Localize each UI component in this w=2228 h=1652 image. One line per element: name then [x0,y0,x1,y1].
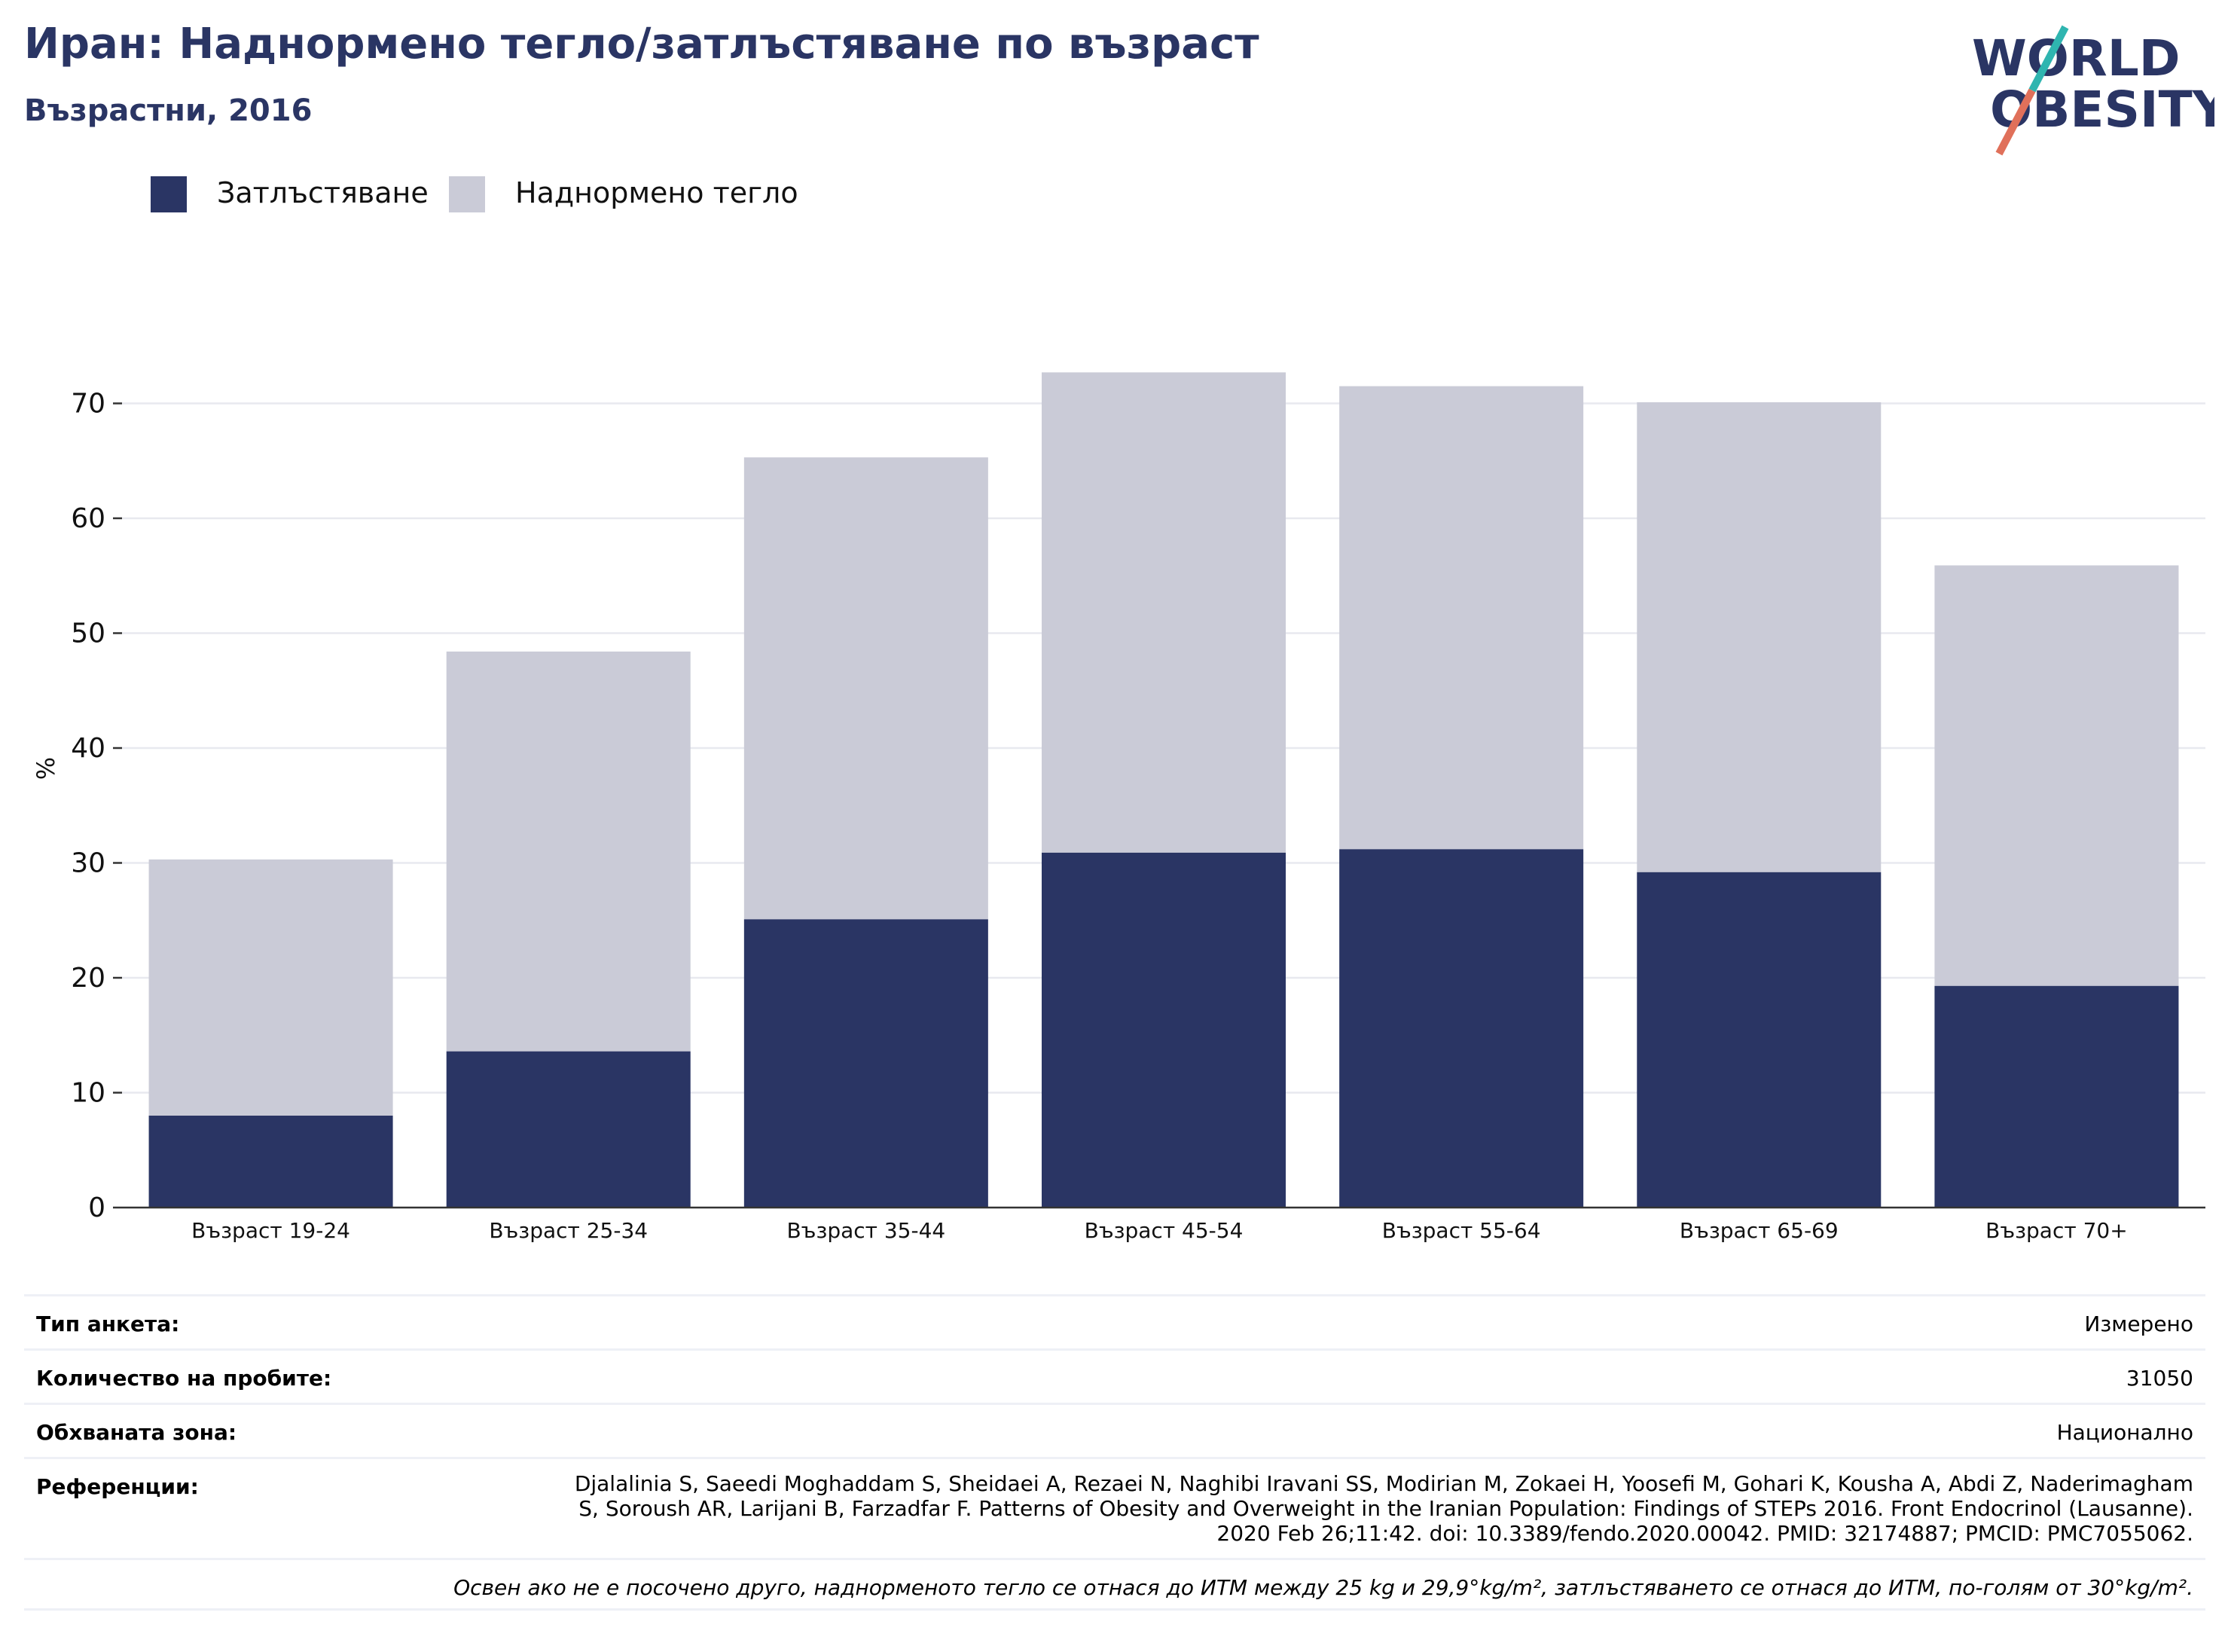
info-label: Тип анкета: [36,1312,180,1336]
x-tick-label: Възраст 45-54 [1085,1218,1244,1243]
info-row-footnote: Освен ако не е посочено друго, наднормен… [24,1558,2205,1611]
info-row-sample-size: Количество на пробите: 31050 [24,1348,2205,1403]
x-tick-label: Възраст 19-24 [191,1218,350,1243]
bar-overweight [1041,372,1286,853]
page-title: Иран: Наднормено тегло/затлъстяване по в… [24,20,1259,69]
bar-obesity [446,1051,691,1208]
references-text: Djalalinia S, Saeedi Moghaddam S, Sheida… [574,1471,2193,1546]
stacked-bar-chart: 0 10 20 30 40 50 60 70 Възраст 19-24 Възраст 25-… [32,372,2205,1243]
y-tick-label: 50 [71,618,105,649]
y-tick-label: 70 [71,389,105,420]
legend-swatch-obesity [151,176,187,212]
bar-obesity [1934,985,2179,1208]
info-label: Количество на пробите: [36,1366,332,1391]
info-row-references: Референции: Djalalinia S, Saeedi Moghadd… [24,1457,2205,1558]
x-tick-label: Възраст 25-34 [489,1218,648,1243]
y-tick-label: 0 [88,1192,105,1223]
info-value: Измерено [2084,1312,2193,1336]
bar-overweight [1339,386,1584,850]
x-tick-label: Възраст 65-69 [1680,1218,1839,1243]
info-label: Обхваната зона: [36,1420,237,1445]
bar-overweight [148,859,393,1116]
bar-overweight [446,651,691,1052]
bar-overweight [1934,565,2179,986]
y-tick-label: 40 [71,733,105,764]
info-table: Тип анкета: Измерено Количество на проби… [24,1294,2205,1611]
logo-slash-bottom [1995,88,2036,156]
legend-swatch-overweight [449,176,485,212]
y-tick-label: 20 [71,963,105,994]
legend-label-obesity: Затлъстяване [217,176,429,209]
bar-obesity [1041,852,1286,1208]
y-tick-label: 10 [71,1078,105,1109]
y-tick-label: 30 [71,848,105,879]
bar-obesity [1637,872,1882,1208]
logo-line1: WORLD [1972,29,2181,87]
x-axis-labels: Възраст 19-24 Възраст 25-34 Възраст 35-44 В… [191,1218,2128,1243]
logo-line2: OBESITY [1990,81,2214,139]
info-label: Референции: [36,1474,199,1499]
info-value: 31050 [2126,1366,2193,1391]
info-value: Национално [2056,1420,2193,1445]
footnote-text: Освен ако не е посочено друго, наднормен… [453,1575,2193,1600]
x-tick-label: Възраст 35-44 [786,1218,945,1243]
bar-obesity [1339,849,1584,1208]
y-axis-label: % [32,757,60,780]
chart-bars [148,372,2179,1208]
bar-overweight [1637,402,1882,872]
legend-label-overweight: Наднормено тегло [515,176,798,209]
bar-obesity [148,1116,393,1208]
y-axis-ticks: 0 10 20 30 40 50 60 70 [71,389,122,1223]
logo-slash-top [2028,25,2069,93]
world-obesity-logo: WORLD OBESITY [1972,25,2214,156]
info-row-area: Обхваната зона: Национално [24,1403,2205,1457]
y-tick-label: 60 [71,503,105,534]
bar-obesity [743,919,988,1208]
x-tick-label: Възраст 70+ [1985,1218,2128,1243]
x-tick-label: Възраст 55-64 [1382,1218,1541,1243]
bar-overweight [743,457,988,920]
page-subtitle: Възрастни, 2016 [24,93,313,128]
info-row-survey-type: Тип анкета: Измерено [24,1294,2205,1348]
